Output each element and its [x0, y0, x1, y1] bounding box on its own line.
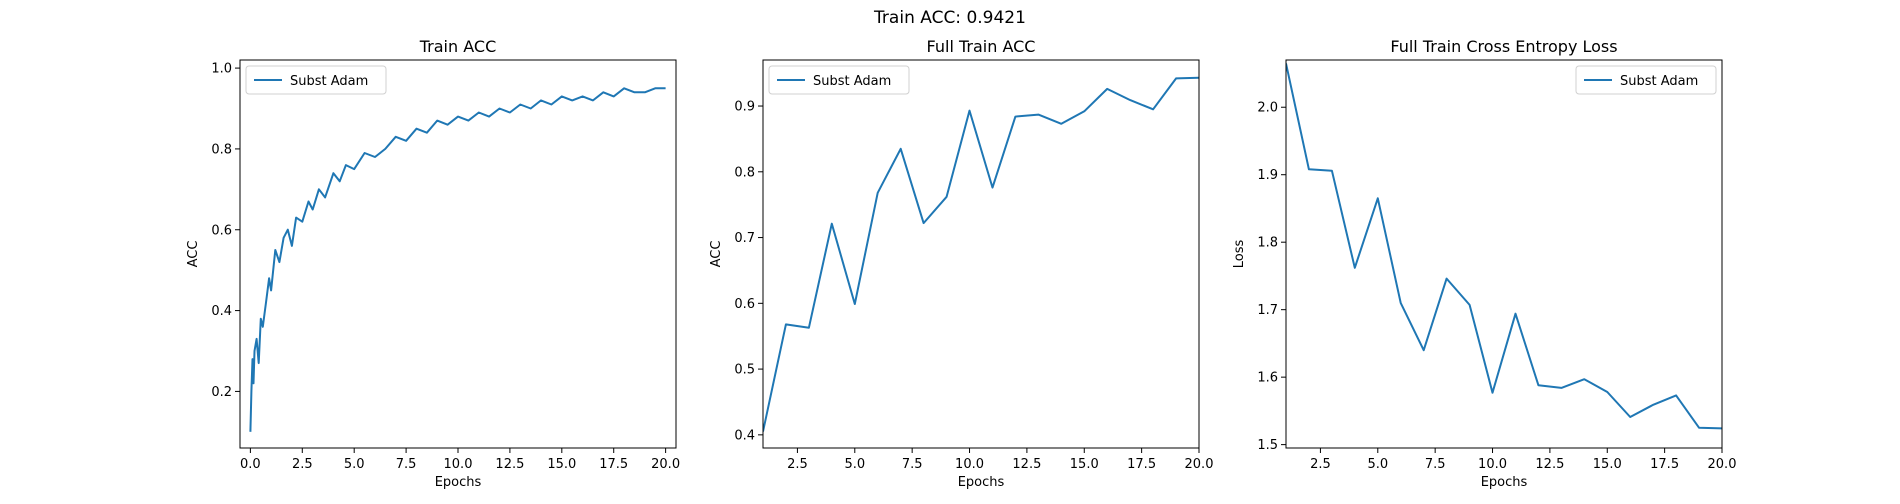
- x-tick-label: 12.5: [495, 457, 524, 472]
- series-line-1: [249, 87, 666, 432]
- chart-panel-1: 0.0 2.5 5.0 7.5 10.0 12.5 15.0 17.5 20.0 0.2 0.4 0.…: [186, 37, 680, 490]
- y-tick-label: 2.0: [1257, 101, 1278, 116]
- x-axis-label: Epochs: [435, 475, 482, 490]
- legend-box: [1575, 65, 1717, 95]
- y-tick-label: 0.4: [734, 428, 755, 443]
- axes-frame: [239, 59, 677, 449]
- x-tick-label: 7.5: [902, 457, 923, 472]
- x-tick-label: 12.5: [1535, 457, 1564, 472]
- series-line-1: [1286, 63, 1722, 430]
- x-tick-label: 10.0: [955, 457, 984, 472]
- y-tick-label: 0.4: [211, 304, 232, 319]
- x-tick-label: 10.0: [1478, 457, 1507, 472]
- legend: Subst Adam: [768, 65, 910, 95]
- axes-frame: [762, 59, 1200, 449]
- legend-label: Subst Adam: [290, 74, 368, 89]
- y-tick-label: 0.8: [734, 165, 755, 180]
- x-tick-label: 2.5: [292, 457, 313, 472]
- x-tick-label: 17.5: [1650, 457, 1679, 472]
- x-tick-label: 7.5: [1425, 457, 1446, 472]
- y-tick-label: 0.9: [734, 100, 755, 115]
- x-axis-label: Epochs: [958, 475, 1005, 490]
- x-tick-label: 17.5: [1127, 457, 1156, 472]
- x-tick-label: 7.5: [396, 457, 417, 472]
- x-tick-label: 15.0: [1593, 457, 1622, 472]
- y-tick-label: 0.8: [211, 142, 232, 157]
- legend-label: Subst Adam: [1620, 74, 1698, 89]
- chart-title: Full Train ACC: [927, 37, 1036, 56]
- y-tick-label: 1.9: [1257, 168, 1278, 183]
- x-tick-label: 20.0: [651, 457, 680, 472]
- y-axis-label: ACC: [709, 241, 724, 268]
- x-tick-label: 20.0: [1708, 457, 1737, 472]
- x-tick-label: 0.0: [240, 457, 261, 472]
- chart-title: Full Train Cross Entropy Loss: [1390, 37, 1617, 56]
- y-tick-label: 0.5: [734, 363, 755, 378]
- chart-panel-2: 2.5 5.0 7.5 10.0 12.5 15.0 17.5 20.0 0.4 0.5 0.6 0.…: [709, 37, 1213, 490]
- y-tick-label: 1.7: [1257, 303, 1278, 318]
- chart-title: Train ACC: [419, 37, 496, 56]
- legend: Subst Adam: [1575, 65, 1717, 95]
- x-tick-label: 2.5: [787, 457, 808, 472]
- legend-label: Subst Adam: [813, 74, 891, 89]
- y-tick-label: 1.6: [1257, 371, 1278, 386]
- y-tick-label: 1.0: [211, 62, 232, 77]
- x-tick-label: 15.0: [547, 457, 576, 472]
- x-tick-label: 5.0: [344, 457, 365, 472]
- y-tick-label: 1.8: [1257, 236, 1278, 251]
- x-tick-label: 10.0: [444, 457, 473, 472]
- x-tick-label: 17.5: [599, 457, 628, 472]
- legend-box: [245, 65, 387, 95]
- y-tick-label: 0.6: [734, 297, 755, 312]
- x-tick-label: 15.0: [1070, 457, 1099, 472]
- x-tick-label: 5.0: [844, 457, 865, 472]
- x-tick-label: 5.0: [1367, 457, 1388, 472]
- y-tick-label: 1.5: [1257, 438, 1278, 453]
- y-axis-label: ACC: [186, 241, 201, 268]
- legend: Subst Adam: [245, 65, 387, 95]
- x-axis-label: Epochs: [1481, 475, 1528, 490]
- legend-box: [768, 65, 910, 95]
- axes-frame: [1285, 59, 1723, 449]
- figure-suptitle: Train ACC: 0.9421: [874, 8, 1026, 28]
- series-line-1: [763, 76, 1199, 432]
- x-tick-label: 2.5: [1310, 457, 1331, 472]
- x-tick-label: 20.0: [1185, 457, 1214, 472]
- y-tick-label: 0.6: [211, 223, 232, 238]
- y-tick-label: 0.7: [734, 231, 755, 246]
- chart-panel-3: 2.5 5.0 7.5 10.0 12.5 15.0 17.5 20.0 1.5 1.6 1.7 1.…: [1232, 37, 1736, 490]
- y-axis-label: Loss: [1232, 240, 1247, 269]
- x-tick-label: 12.5: [1012, 457, 1041, 472]
- y-tick-label: 0.2: [211, 385, 232, 400]
